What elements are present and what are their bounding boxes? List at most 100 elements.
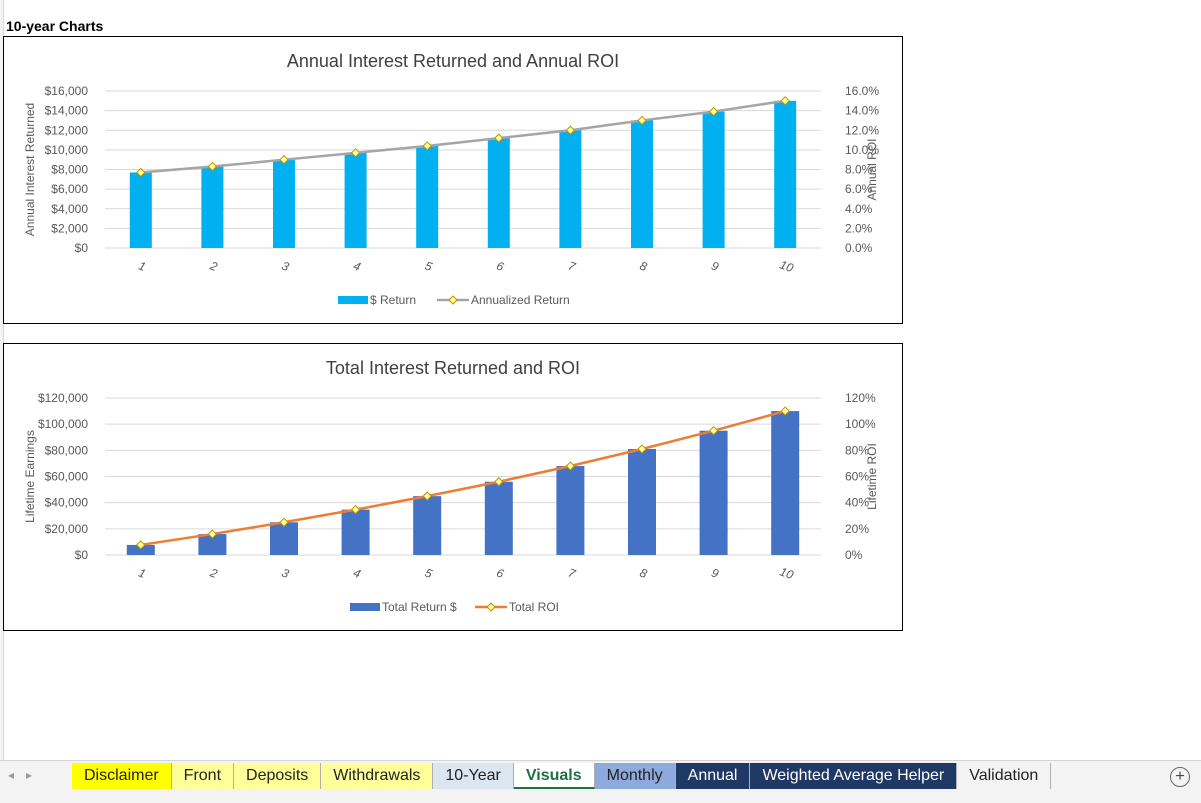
line-point-9: [708, 426, 719, 436]
sheet-tab-annual[interactable]: Annual: [675, 763, 751, 789]
x-tick-label: 4: [351, 566, 362, 582]
y-tick-label: $14,000: [45, 104, 89, 118]
sheet-tab-disclaimer[interactable]: Disclaimer: [72, 763, 172, 789]
sheet-tab-10-year[interactable]: 10-Year: [433, 763, 514, 789]
line-point-6: [494, 477, 504, 487]
y-tick-label: $16,000: [45, 84, 89, 98]
line-point-9: [708, 106, 719, 117]
y-tick-label: $120,000: [38, 391, 88, 405]
bar-4: [344, 152, 367, 248]
line-point-3: [279, 154, 289, 165]
x-tick-label: 6: [495, 566, 506, 582]
legend-bar-label: $ Return: [370, 293, 416, 307]
bar-3: [270, 522, 298, 555]
y-tick-label: $6,000: [51, 182, 88, 196]
x-tick-label: 10: [778, 257, 796, 275]
bar-8: [631, 120, 653, 248]
total-interest-chart[interactable]: Total Interest Returned and ROI $0 0% $20,0…: [3, 343, 903, 631]
scroll-left-icon[interactable]: ◂: [8, 768, 15, 782]
bar-2: [198, 534, 227, 555]
line-point-1: [136, 167, 146, 178]
chart-title: Total Interest Returned and ROI: [326, 358, 580, 378]
line-point-8: [637, 115, 647, 126]
y2-axis-title: Annual ROI: [865, 138, 879, 200]
line-point-2: [207, 161, 218, 172]
y-tick-label: $100,000: [38, 417, 88, 431]
total-interest-chart-svg: Total Interest Returned and ROI $0 0% $20,0…: [23, 358, 879, 614]
legend-line-marker: [486, 602, 496, 612]
x-tick-label: 10: [778, 564, 796, 582]
line-point-8: [637, 444, 647, 454]
y-tick-label: $10,000: [45, 143, 89, 157]
y2-tick-label: 0.0%: [845, 241, 873, 255]
scroll-right-icon[interactable]: ▸: [26, 768, 33, 782]
sheet-tab-validation[interactable]: Validation: [957, 763, 1052, 789]
sheet-tab-front[interactable]: Front: [171, 763, 235, 789]
bar-4: [341, 509, 370, 555]
bar-9: [699, 430, 728, 555]
bar-1: [129, 172, 152, 248]
y-tick-label: $20,000: [45, 522, 89, 536]
y2-tick-label: 120%: [845, 391, 876, 405]
legend-bar-label: Total Return $: [382, 600, 457, 614]
x-tick-label: 3: [280, 259, 291, 275]
sheet-tab-deposits[interactable]: Deposits: [234, 763, 322, 789]
line-point-3: [279, 517, 289, 527]
line-point-2: [207, 529, 218, 539]
y-tick-label: $8,000: [51, 163, 88, 177]
y2-tick-label: 100%: [845, 417, 876, 431]
x-tick-label: 5: [423, 566, 434, 582]
y-axis-title: Annual Interest Returned: [23, 103, 37, 236]
bar-1: [126, 544, 155, 555]
bar-3: [273, 159, 295, 248]
legend-bar-swatch: [338, 296, 368, 304]
bar-7: [556, 466, 585, 555]
annual-interest-chart[interactable]: Annual Interest Returned and Annual ROI $…: [3, 36, 903, 324]
line-point-7: [565, 461, 576, 471]
sheet-tab-visuals[interactable]: Visuals: [513, 763, 595, 789]
x-tick-label: 9: [709, 259, 720, 275]
sheet-tab-withdrawals[interactable]: Withdrawals: [321, 763, 434, 789]
y-tick-label: $80,000: [45, 443, 89, 457]
sheet-tabs: Disclaimer Front Deposits Withdrawals 10-Yea…: [72, 763, 1052, 791]
legend-line-label: Total ROI: [509, 600, 559, 614]
y2-tick-label: 12.0%: [845, 123, 879, 137]
x-tick-label: 9: [709, 566, 720, 582]
sheet-tab-monthly[interactable]: Monthly: [594, 763, 676, 789]
x-tick-label: 5: [423, 259, 434, 275]
x-tick-label: 7: [566, 259, 578, 275]
line-point-1: [136, 540, 146, 550]
bar-10: [771, 411, 800, 555]
y-axis-title: Lifetime Earnings: [23, 430, 37, 523]
line-series: [140, 409, 786, 547]
legend-line-marker: [448, 295, 458, 305]
line-point-7: [565, 125, 576, 135]
add-sheet-icon[interactable]: +: [1170, 767, 1190, 787]
y2-tick-label: 60%: [845, 470, 869, 484]
chart-title: Annual Interest Returned and Annual ROI: [287, 51, 619, 71]
bar-10: [774, 100, 797, 248]
line-point-5: [422, 141, 432, 151]
line-point-10: [780, 406, 790, 416]
y-tick-label: $4,000: [51, 202, 88, 216]
bar-2: [201, 166, 224, 248]
bar-5: [413, 496, 442, 555]
y2-tick-label: 20%: [845, 522, 869, 536]
bar-8: [628, 449, 656, 555]
y-tick-label: $40,000: [45, 496, 89, 510]
x-tick-label: 6: [495, 259, 506, 275]
y2-tick-label: 14.0%: [845, 104, 879, 118]
sheet-tab-bar: ◂ ▸ Disclaimer Front Deposits Withdrawals 10…: [0, 760, 1201, 803]
y-tick-label: $0: [75, 241, 89, 255]
bar-6: [484, 481, 513, 555]
bar-5: [416, 145, 439, 248]
y2-tick-label: 40%: [845, 496, 869, 510]
x-tick-label: 8: [638, 259, 649, 275]
bar-6: [487, 138, 510, 248]
y-tick-label: $60,000: [45, 470, 89, 484]
bar-9: [702, 111, 725, 248]
x-tick-label: 1: [137, 259, 148, 274]
line-point-5: [422, 491, 432, 501]
sheet-tab-weighted-average-helper[interactable]: Weighted Average Helper: [750, 763, 958, 789]
line-series: [140, 99, 786, 174]
